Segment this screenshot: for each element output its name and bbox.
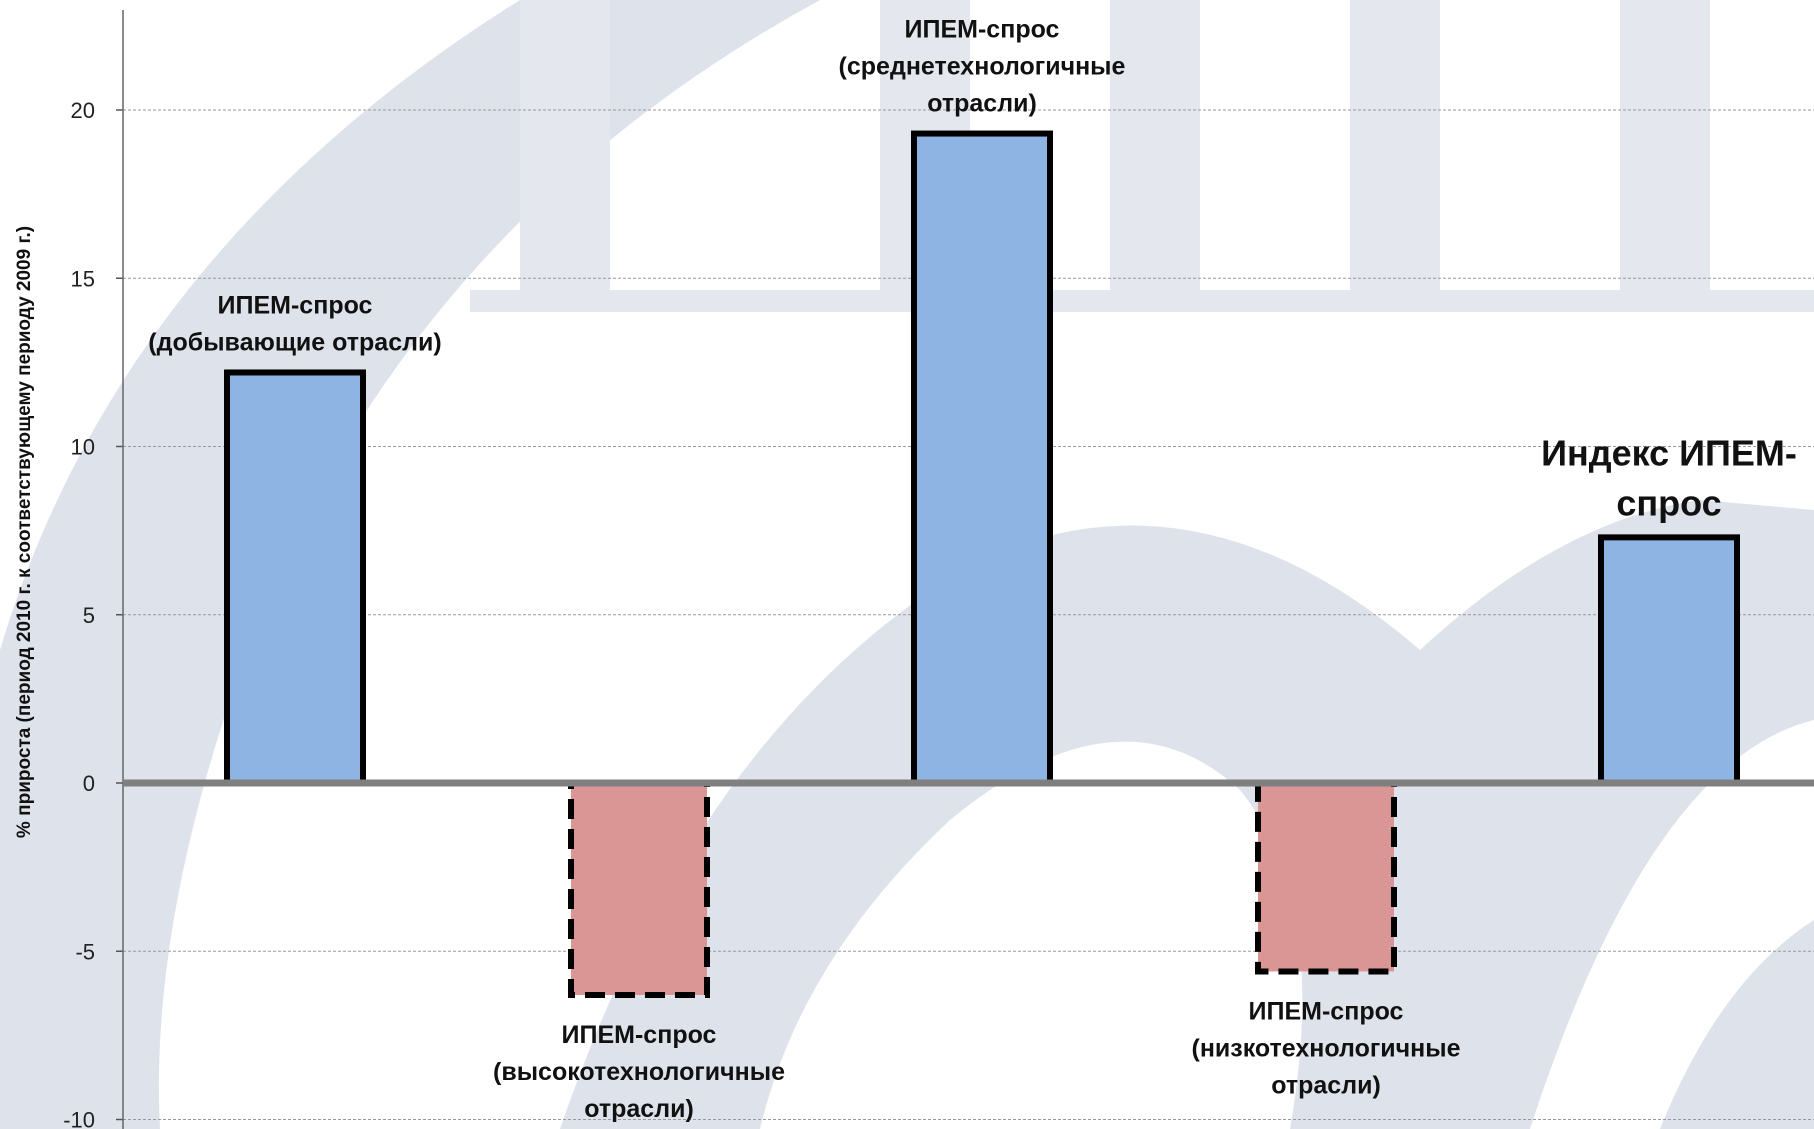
data-label: (среднетехнологичные: [839, 53, 1126, 81]
y-tick-label: -5: [75, 939, 95, 964]
bar: [224, 369, 366, 786]
bars: [224, 130, 1740, 998]
y-tick-label: 10: [71, 435, 95, 460]
bar: [568, 780, 710, 998]
data-label: ИПЕМ-спрос: [905, 16, 1060, 44]
data-label: отрасли): [927, 90, 1037, 118]
y-axis: -10 -5 0 5 10 15 20: [63, 10, 124, 1129]
bar: [1255, 780, 1397, 975]
data-label: ИПЕМ-спрос: [562, 1021, 717, 1049]
y-tick-label: 0: [83, 771, 95, 796]
bar: [1598, 534, 1740, 786]
data-label: отрасли): [1271, 1071, 1381, 1099]
data-label: (добывающие отрасли): [148, 328, 441, 356]
data-labels: ИПЕМ-спрос (добывающие отрасли) ИПЕМ-спрос…: [148, 16, 1797, 1123]
watermark-shape-right: [1660, 920, 1814, 1129]
y-tick-label: 5: [83, 603, 95, 628]
y-axis-label: % прироста (период 2010 г. к соответству…: [14, 226, 35, 838]
bar: [911, 130, 1053, 786]
watermark-letters: [470, 0, 1814, 312]
y-tick-label: -10: [63, 1108, 95, 1129]
data-label: (низкотехнологичные: [1192, 1034, 1461, 1062]
data-label: (высокотехнологичные: [493, 1058, 785, 1086]
data-label: спрос: [1616, 482, 1721, 523]
data-label: Индекс ИПЕМ-: [1541, 432, 1797, 473]
watermark-shape-center: [560, 500, 1814, 1129]
data-label: отрасли): [584, 1095, 694, 1123]
data-label: ИПЕМ-спрос: [218, 291, 373, 319]
y-tick-label: 20: [71, 98, 95, 123]
watermark-shape-left: [0, 0, 820, 1129]
data-label: ИПЕМ-спрос: [1249, 997, 1404, 1025]
y-tick-label: 15: [71, 266, 95, 291]
